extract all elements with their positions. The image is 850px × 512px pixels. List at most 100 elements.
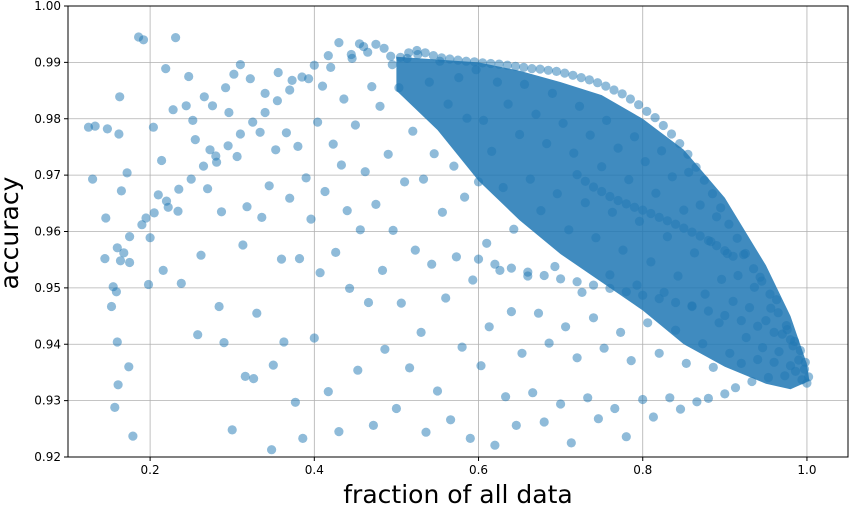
data-point — [306, 214, 316, 224]
data-point — [613, 195, 623, 206]
data-point — [115, 256, 126, 266]
data-point — [462, 113, 472, 123]
data-point — [657, 146, 667, 156]
data-point — [658, 120, 668, 131]
y-tick-label: 0.92 — [34, 450, 61, 464]
data-point — [429, 149, 439, 159]
data-point — [528, 388, 538, 398]
data-point — [498, 182, 508, 193]
data-point — [583, 393, 593, 403]
data-point — [125, 257, 135, 268]
data-point — [740, 248, 751, 259]
data-point — [643, 318, 653, 328]
data-point — [326, 62, 336, 72]
data-point — [387, 60, 397, 70]
data-point — [141, 213, 151, 223]
data-point — [539, 270, 549, 281]
data-point — [116, 186, 126, 196]
data-point — [773, 308, 783, 318]
data-point — [638, 205, 648, 215]
data-point — [113, 380, 123, 390]
data-point — [252, 308, 262, 318]
data-point — [465, 433, 475, 443]
data-point — [577, 287, 587, 297]
data-point — [580, 198, 590, 208]
data-point — [124, 362, 134, 372]
data-point — [511, 420, 521, 430]
data-point — [355, 225, 365, 235]
data-point — [313, 117, 323, 127]
data-point — [229, 69, 239, 79]
data-point — [542, 139, 552, 149]
data-point — [703, 393, 714, 403]
data-point — [720, 246, 730, 256]
data-point — [320, 186, 330, 197]
data-point — [774, 347, 784, 357]
data-point — [224, 107, 234, 118]
data-point — [173, 206, 183, 216]
data-point — [519, 79, 530, 89]
data-point — [765, 289, 775, 299]
data-point — [111, 287, 121, 297]
data-point — [671, 325, 681, 335]
data-point — [605, 270, 615, 280]
data-point — [646, 208, 656, 219]
data-point — [211, 151, 221, 161]
data-point — [667, 172, 677, 182]
data-point — [753, 321, 763, 331]
data-point — [486, 58, 496, 69]
data-point — [158, 265, 168, 275]
data-point — [728, 251, 738, 261]
data-point — [634, 216, 645, 226]
data-point — [700, 289, 710, 299]
data-point — [227, 425, 237, 435]
data-point — [564, 225, 574, 235]
data-point — [552, 189, 562, 199]
data-point — [386, 51, 396, 61]
data-point — [547, 88, 558, 98]
data-point — [174, 184, 184, 194]
data-point — [112, 243, 122, 253]
data-point — [145, 233, 155, 243]
data-point — [720, 310, 730, 321]
data-point — [761, 316, 771, 326]
x-tick-label: 0.2 — [141, 463, 160, 477]
data-point — [309, 333, 319, 343]
data-point — [605, 283, 615, 293]
data-point — [597, 186, 607, 197]
data-point — [572, 277, 582, 287]
data-point — [203, 184, 213, 194]
data-point — [395, 52, 406, 62]
y-axis-ticks: 0.92 0.93 0.94 0.95 0.96 0.97 0.98 0.99 1.00 — [34, 0, 68, 464]
data-point — [267, 445, 277, 455]
data-point — [484, 322, 494, 332]
data-point — [279, 337, 289, 347]
data-point — [273, 67, 283, 78]
data-point — [196, 250, 206, 260]
data-point — [757, 276, 767, 286]
data-point — [441, 293, 451, 303]
data-point — [580, 176, 590, 186]
data-point — [161, 196, 172, 206]
data-point — [260, 88, 270, 98]
data-point — [221, 83, 231, 93]
y-tick-label: 0.94 — [34, 337, 61, 351]
data-point — [171, 33, 181, 43]
data-point — [716, 203, 726, 213]
data-point — [219, 338, 229, 348]
data-point — [506, 307, 516, 317]
data-point — [769, 357, 779, 367]
data-point — [618, 245, 628, 255]
data-point — [301, 173, 311, 183]
data-point — [691, 162, 701, 172]
data-point — [125, 232, 135, 242]
data-point — [161, 64, 171, 74]
data-points — [83, 32, 814, 455]
data-point — [523, 267, 533, 277]
data-point — [741, 332, 751, 343]
data-point — [588, 280, 599, 290]
data-point — [659, 287, 669, 297]
data-point — [650, 113, 660, 123]
data-point — [157, 155, 167, 166]
data-point — [410, 245, 420, 255]
